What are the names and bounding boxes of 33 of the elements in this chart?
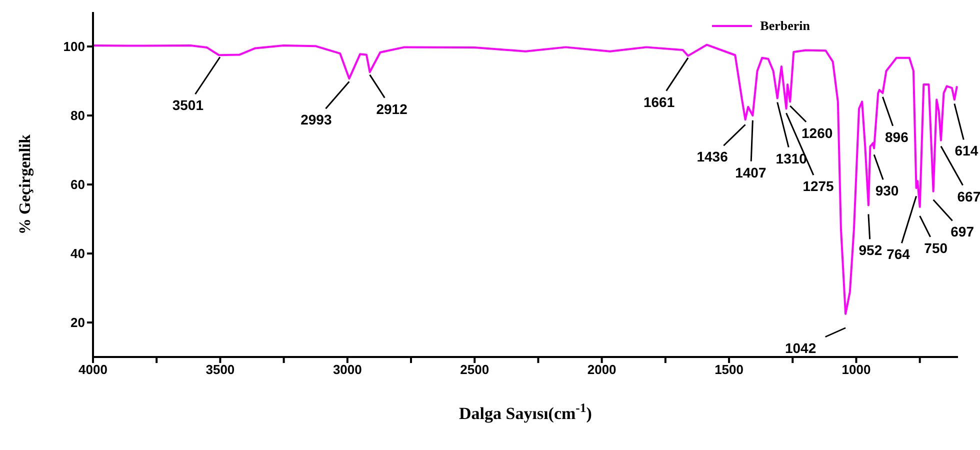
y-tick-label: 60 [70,177,85,192]
x-tick-label: 1500 [714,362,744,378]
annotation: 697 [950,224,974,240]
y-tick-label: 20 [70,315,85,330]
annotation: 1042 [784,340,816,356]
annotation: 896 [885,128,909,145]
annotation: 930 [875,182,899,199]
annotation: 3501 [172,97,204,114]
x-tick-label: 1000 [842,362,871,378]
annotation: 1260 [802,124,833,141]
annotation: 1275 [802,178,834,194]
annotation: 952 [858,242,882,258]
annotation: 2912 [376,100,408,117]
annotation: 750 [924,240,948,256]
y-tick-label: 100 [63,39,85,54]
x-axis-title: Dalga Sayısı(cm$^{-1}$) [459,401,592,423]
y-tick-label: 80 [70,108,85,124]
legend-label: Berberin [760,18,810,34]
annotation: 1661 [643,94,675,110]
annotation: 2993 [300,112,332,128]
x-tick-label: 2000 [587,362,616,378]
y-axis-title: % Geçirgenlik [17,134,34,234]
annotation: 1310 [776,150,808,166]
annotation: 1407 [735,164,766,180]
annotation: 667 [957,188,980,204]
x-tick-label: 4000 [78,362,108,378]
annotation: 614 [954,142,978,159]
y-tick-label: 40 [70,246,85,262]
annotation: 1436 [696,148,728,165]
x-tick-label: 3000 [332,362,362,378]
x-tick-label: 2500 [460,362,490,378]
x-tick-label: 3500 [206,362,235,378]
annotation: 764 [886,246,910,262]
